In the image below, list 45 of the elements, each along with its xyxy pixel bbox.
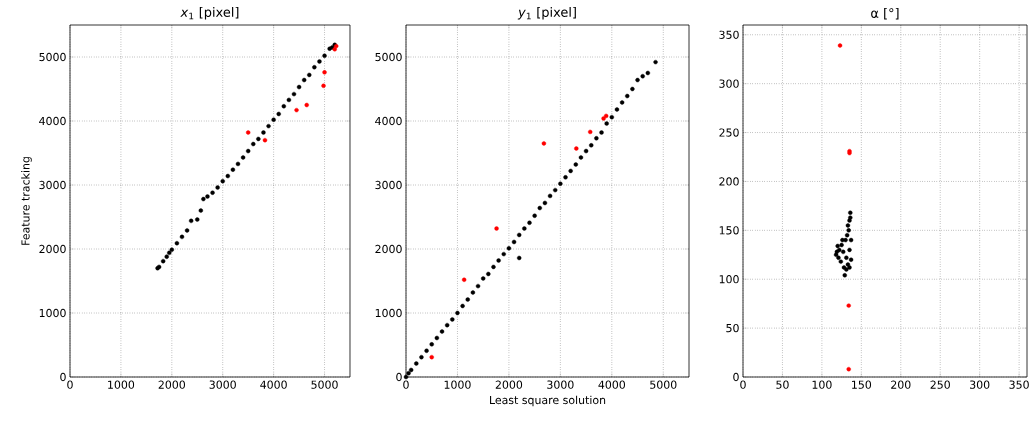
y-tick-label: 4000 xyxy=(39,116,66,126)
x-tick-label: 3000 xyxy=(209,380,236,389)
x-tick-label: 1000 xyxy=(108,380,135,389)
y-tick-label: 3000 xyxy=(375,180,402,190)
x-tick-label: 200 xyxy=(891,380,911,389)
y-tick-label: 250 xyxy=(719,128,739,137)
y-tick-label: 2000 xyxy=(375,244,402,254)
chart-title: y$_{1}$ [pixel] xyxy=(517,6,576,20)
y-tick-label: 3000 xyxy=(39,180,66,190)
x-tick-label: 4000 xyxy=(260,380,287,389)
x-tick-label: 3000 xyxy=(547,380,574,389)
y-tick-label: 1000 xyxy=(39,308,66,318)
y-tick-label: 350 xyxy=(719,30,739,39)
y-tick-label: 2000 xyxy=(39,244,66,254)
y-tick-label: 0 xyxy=(733,372,739,382)
x-tick-label: 0 xyxy=(403,380,409,389)
x-tick-label: 250 xyxy=(930,380,950,389)
y-tick-label: 0 xyxy=(60,372,66,382)
x-tick-label: 350 xyxy=(1009,380,1029,389)
y-tick-label: 300 xyxy=(719,79,739,88)
x-tick-label: 5000 xyxy=(311,380,338,389)
y-tick-label: 5000 xyxy=(39,52,66,62)
x-tick-label: 1000 xyxy=(444,380,471,389)
y-tick-label: 50 xyxy=(726,323,739,333)
x-tick-label: 50 xyxy=(776,380,789,389)
y-tick-label: 200 xyxy=(719,177,739,186)
chart-title: α [°] xyxy=(871,7,899,20)
x-tick-label: 2000 xyxy=(158,380,186,389)
y-tick-label: 150 xyxy=(719,226,739,235)
x-tick-label: 0 xyxy=(740,380,746,389)
y-axis-title: Feature tracking xyxy=(21,157,32,245)
x-tick-label: 150 xyxy=(852,380,872,389)
x-tick-label: 300 xyxy=(970,380,990,389)
y-tick-label: 5000 xyxy=(375,52,402,62)
x-tick-label: 0 xyxy=(67,380,73,389)
y-tick-label: 0 xyxy=(396,372,402,382)
chart-title: x$_{1}$ [pixel] xyxy=(180,6,239,20)
x-tick-label: 100 xyxy=(812,380,832,389)
x-tick-label: 2000 xyxy=(495,380,523,389)
y-tick-label: 4000 xyxy=(375,116,402,126)
y-tick-label: 1000 xyxy=(375,308,402,318)
x-tick-label: 4000 xyxy=(598,380,626,389)
y-tick-label: 100 xyxy=(719,275,739,284)
x-axis-title: Least square solution xyxy=(490,395,606,407)
x-tick-label: 5000 xyxy=(650,380,677,389)
